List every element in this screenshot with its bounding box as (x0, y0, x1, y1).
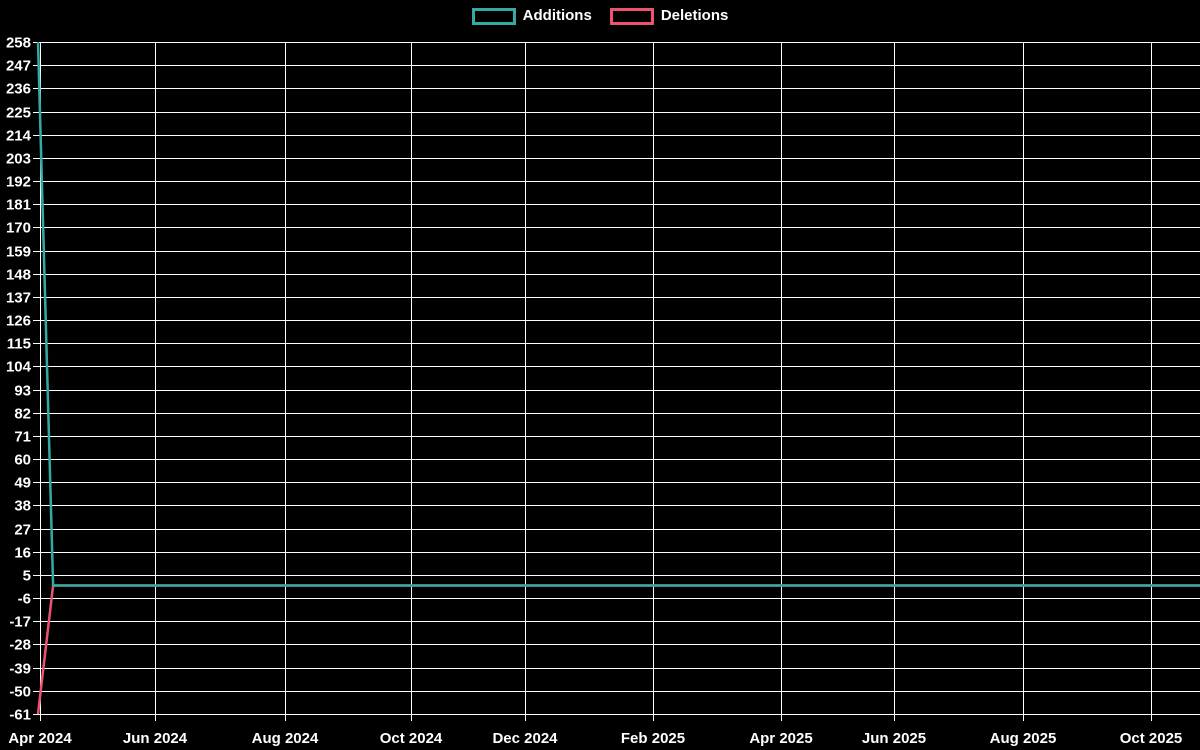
legend-item-additions[interactable]: Additions (471, 7, 592, 25)
y-tick-label: 27 (14, 522, 31, 539)
y-tick-label: -28 (9, 637, 31, 654)
x-tick-label: Aug 2024 (252, 730, 319, 747)
y-tick-label: 203 (6, 151, 31, 168)
y-tick-label: 115 (7, 336, 31, 353)
x-tick-label: Apr 2025 (749, 730, 812, 747)
y-tick-label: 247 (6, 58, 31, 75)
y-tick-label: 137 (6, 290, 31, 307)
y-tick-label: 236 (6, 81, 31, 98)
y-tick-label: -17 (9, 614, 31, 631)
y-tick-label: -39 (9, 661, 31, 678)
y-tick-label: 181 (6, 197, 31, 214)
x-tick-label: Oct 2025 (1120, 730, 1183, 747)
y-tick-label: 104 (6, 359, 32, 376)
x-tick-label: Jun 2024 (123, 730, 188, 747)
y-tick-label: 71 (14, 429, 31, 446)
y-tick-label: 192 (6, 174, 31, 191)
y-tick-label: 82 (14, 406, 31, 423)
x-tick-label: Dec 2024 (492, 730, 558, 747)
x-tick-label: Jun 2025 (862, 730, 926, 747)
additions-series-line (36, 41, 1200, 587)
additions-legend-swatch (471, 7, 516, 25)
y-tick-label: 170 (6, 220, 31, 237)
deletions-legend-label: Deletions (660, 7, 729, 24)
additions-legend-label: Additions (522, 7, 592, 24)
legend-item-deletions[interactable]: Deletions (609, 7, 729, 25)
y-tick-label: 16 (14, 545, 31, 562)
y-tick-label: 49 (14, 475, 31, 492)
y-tick-label: 60 (14, 452, 31, 469)
x-tick-label: Feb 2025 (621, 730, 685, 747)
y-tick-label: 93 (14, 383, 31, 400)
deletions-legend-swatch (609, 7, 654, 25)
x-tick-label: Oct 2024 (380, 730, 443, 747)
y-tick-label: 225 (6, 105, 31, 122)
deletions-series-line (36, 584, 1200, 715)
x-tick-label: Apr 2024 (8, 730, 72, 747)
y-tick-label: 214 (6, 128, 32, 145)
y-tick-label: -61 (9, 707, 31, 724)
y-tick-label: 126 (6, 313, 31, 330)
y-tick-label: -50 (9, 684, 31, 701)
y-tick-label: 5 (23, 568, 31, 585)
x-tick-label: Aug 2025 (990, 730, 1057, 747)
y-tick-label: 38 (14, 498, 31, 515)
chart-legend: Additions Deletions (0, 7, 1200, 25)
y-tick-label: -6 (18, 591, 31, 608)
y-tick-label: 159 (6, 244, 31, 261)
y-tick-label: 148 (6, 267, 31, 284)
y-tick-label: 258 (6, 35, 31, 52)
